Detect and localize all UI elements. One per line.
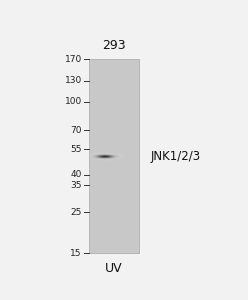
Text: 170: 170: [65, 55, 82, 64]
Text: 130: 130: [65, 76, 82, 85]
Text: 40: 40: [71, 170, 82, 179]
Text: JNK1/2/3: JNK1/2/3: [150, 150, 200, 164]
Text: 55: 55: [70, 145, 82, 154]
Text: 100: 100: [65, 97, 82, 106]
Text: UV: UV: [105, 262, 123, 275]
Text: 15: 15: [70, 249, 82, 258]
Text: 70: 70: [70, 125, 82, 134]
Text: 35: 35: [70, 181, 82, 190]
Text: 25: 25: [71, 208, 82, 217]
Text: 293: 293: [102, 39, 125, 52]
Bar: [89, 59, 139, 253]
